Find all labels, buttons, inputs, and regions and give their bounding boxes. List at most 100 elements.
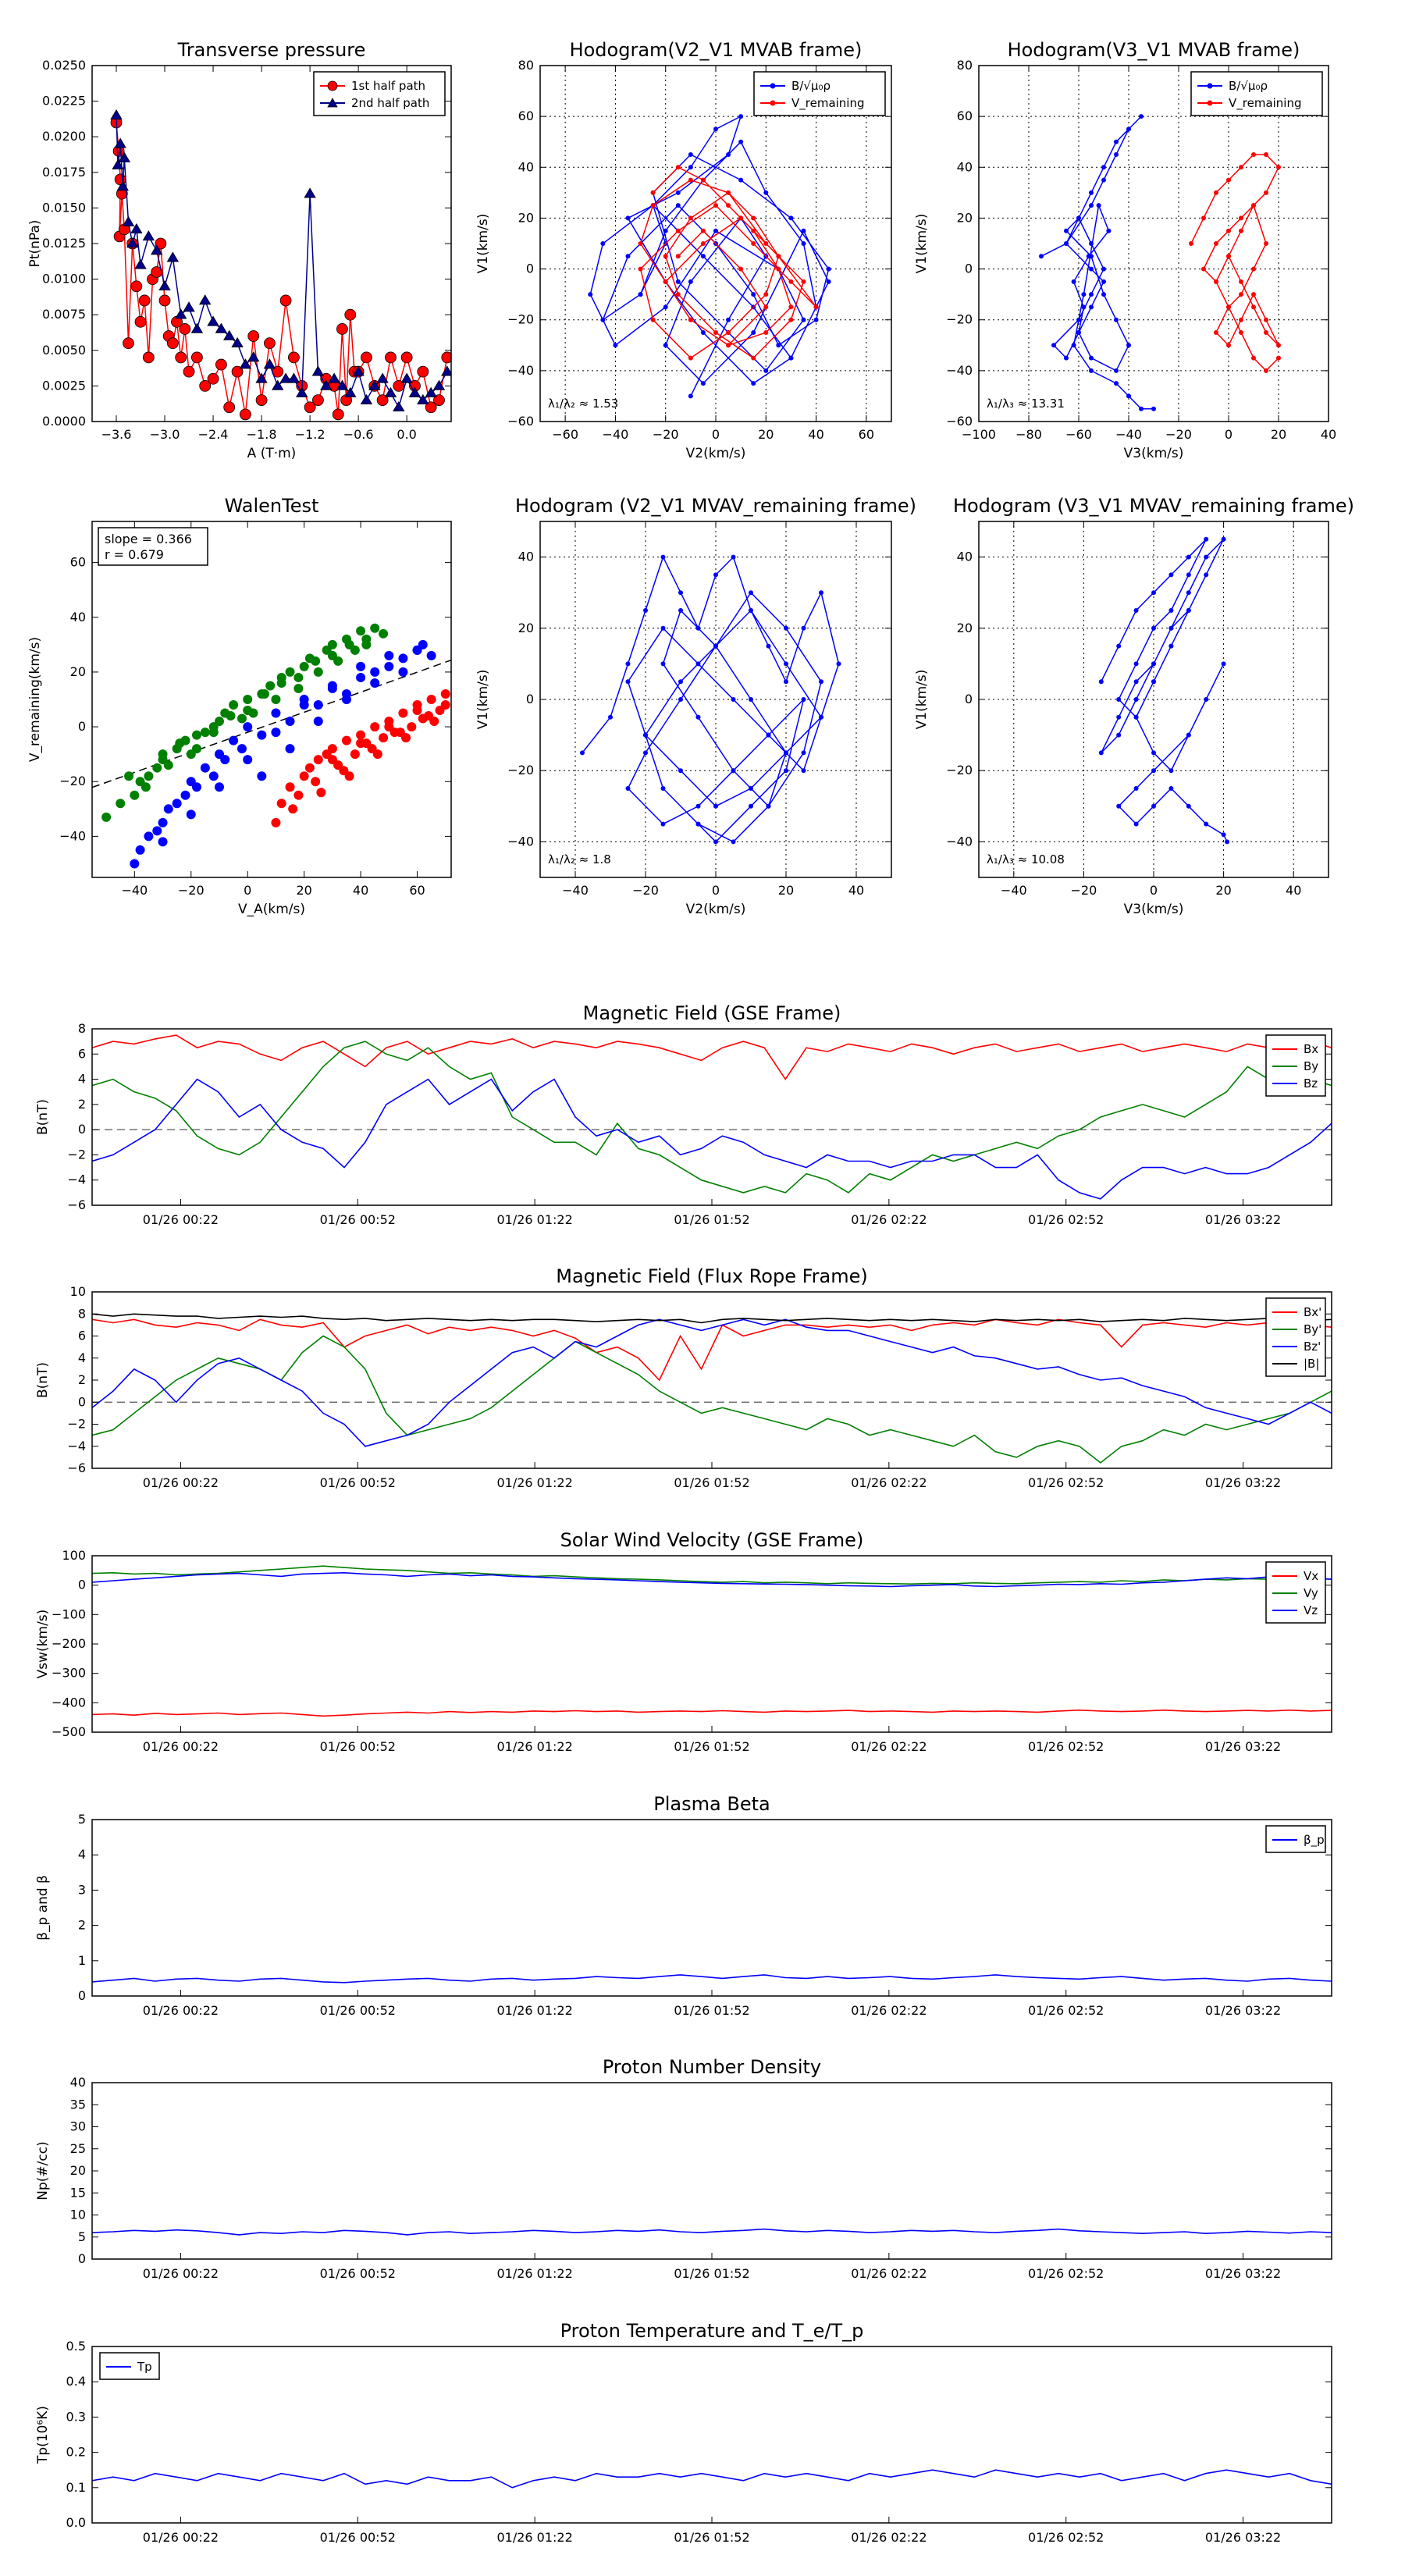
legend-box <box>313 71 446 116</box>
data-point <box>1051 343 1056 348</box>
data-point <box>1226 304 1231 310</box>
x-tick-label: 01/26 02:22 <box>851 2266 927 2281</box>
x-tick-label: 0 <box>1225 427 1232 442</box>
data-point <box>688 355 693 361</box>
series-line <box>92 2469 1332 2489</box>
data-point <box>1226 343 1231 348</box>
data-point <box>398 667 408 677</box>
data-point <box>1089 266 1094 272</box>
data-point <box>180 790 190 800</box>
data-point <box>784 750 788 756</box>
data-point <box>327 744 337 754</box>
data-point <box>144 831 154 841</box>
y-axis-label: B(nT) <box>35 1362 51 1398</box>
data-point <box>1239 215 1243 221</box>
y-tick-label: 0 <box>965 262 973 276</box>
y-tick-label: 35 <box>70 2097 86 2112</box>
data-point <box>138 294 151 307</box>
data-point <box>293 672 304 682</box>
data-point <box>749 786 753 791</box>
data-point <box>675 279 681 284</box>
x-tick-label: 01/26 03:22 <box>1205 1475 1281 1490</box>
series-line <box>92 1078 1332 1200</box>
data-point <box>370 722 380 732</box>
data-point <box>200 763 210 773</box>
series-line <box>1040 116 1154 410</box>
chart-title: Magnetic Field (Flux Rope Frame) <box>556 1265 867 1287</box>
data-point <box>726 317 731 322</box>
data-point <box>122 215 135 226</box>
chart-title: Hodogram (V3_V1 MVAV_remaining frame) <box>953 495 1354 517</box>
y-tick-label: 0 <box>78 719 86 734</box>
data-point <box>350 749 360 760</box>
data-point <box>285 717 295 727</box>
series-line <box>92 1565 1332 1585</box>
y-tick-label: 40 <box>518 550 534 564</box>
y-tick-label: −6 <box>67 1197 86 1212</box>
data-point <box>1221 536 1226 542</box>
data-point <box>207 372 219 385</box>
data-point <box>688 177 693 183</box>
data-point <box>738 177 744 183</box>
x-tick-label: −0.6 <box>343 427 374 442</box>
data-point <box>1139 406 1144 411</box>
data-point <box>440 688 450 699</box>
data-point <box>660 661 666 667</box>
data-point <box>316 788 326 798</box>
y-tick-label: −40 <box>507 363 534 378</box>
x-tick-label: −20 <box>632 883 659 898</box>
data-point <box>713 643 718 649</box>
data-point <box>356 661 366 671</box>
data-point <box>613 343 618 348</box>
data-point <box>265 681 276 691</box>
chart-8: Solar Wind Velocity (GSE Frame) −500 −400 −… <box>35 1529 1332 1754</box>
data-point <box>155 237 167 250</box>
legend-label: By <box>1304 1059 1318 1073</box>
y-tick-label: 2 <box>78 1918 86 1933</box>
data-point <box>1116 697 1122 702</box>
data-point <box>588 292 593 297</box>
eigen-ratio-label: λ₁/λ₃ ≈ 13.31 <box>987 397 1065 411</box>
x-tick-label: −40 <box>562 883 589 898</box>
y-tick-label: −6 <box>67 1461 86 1475</box>
x-tick-label: 01/26 00:22 <box>143 2266 219 2281</box>
data-point <box>116 180 129 191</box>
y-tick-label: 0.0 <box>66 2515 86 2530</box>
y-tick-label: 40 <box>518 159 534 174</box>
x-tick-label: 0.0 <box>397 427 416 442</box>
chart-10: Proton Number Density 0 5 10 15 20 25 30 35 40 01/… <box>35 2056 1332 2281</box>
data-point <box>190 322 204 333</box>
data-point <box>675 254 681 259</box>
data-point <box>1264 152 1268 157</box>
data-point <box>663 228 668 233</box>
data-point <box>229 700 239 710</box>
data-point <box>440 700 450 710</box>
data-point <box>695 821 701 827</box>
data-point <box>255 372 268 383</box>
data-point <box>231 365 244 378</box>
data-point <box>678 679 683 685</box>
data-point <box>285 744 295 754</box>
plot-area <box>92 1313 1332 1464</box>
x-tick-label: 01/26 02:22 <box>851 1475 927 1490</box>
data-point <box>344 308 357 321</box>
data-point <box>208 771 219 781</box>
data-point <box>643 608 648 613</box>
data-point <box>660 554 666 560</box>
data-point <box>299 700 309 710</box>
data-point <box>801 625 806 631</box>
data-point <box>1168 608 1174 613</box>
data-point <box>214 782 224 792</box>
data-point <box>801 697 806 702</box>
data-point <box>1276 343 1281 348</box>
data-point <box>713 203 718 208</box>
data-point <box>327 650 337 660</box>
data-point <box>264 337 276 350</box>
data-point <box>1186 803 1191 809</box>
data-point <box>788 304 794 310</box>
plot-area <box>580 554 841 845</box>
y-tick-label: 60 <box>518 109 534 123</box>
data-point <box>749 803 753 809</box>
x-tick-label: 01/26 00:22 <box>143 2530 219 2545</box>
data-point <box>625 679 631 685</box>
